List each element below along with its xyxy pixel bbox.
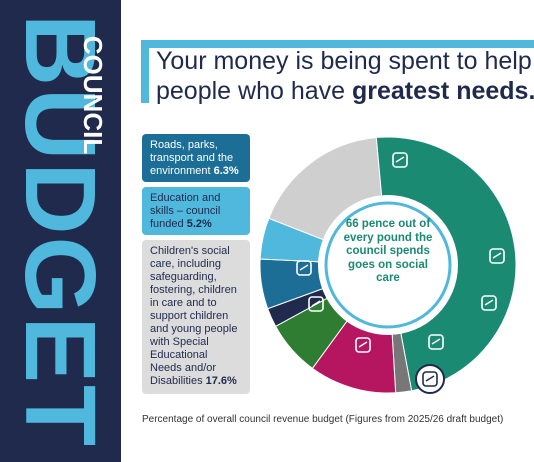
title-line-2: people who have greatest needs.: [156, 76, 534, 106]
title-accent-bar: [141, 40, 534, 103]
title-line-2-bold: greatest needs.: [351, 77, 534, 105]
road-icon: [296, 260, 312, 276]
title-line-2-regular: people who have: [156, 77, 352, 105]
legend-card-childrens-care: Children's social care, including safegu…: [142, 240, 250, 394]
legend-card-text: Children's social care, including safegu…: [150, 245, 238, 387]
donut-hole: [318, 195, 458, 335]
footnote: Percentage of overall council revenue bu…: [142, 414, 504, 425]
recycle-basket-icon: [428, 334, 444, 350]
books-icon: [489, 248, 505, 264]
sidebar: BUDGET COUNCIL: [0, 0, 121, 462]
graph-icon: [481, 295, 497, 311]
center-ring: [324, 201, 452, 329]
family-icon: [355, 337, 371, 353]
center-text: 66 pence out of every pound the council …: [343, 218, 433, 284]
legend-card-value: 17.6%: [205, 375, 237, 387]
graduate-icon: [308, 296, 324, 312]
heart-hand-icon: [392, 152, 408, 168]
legend-card-text: Education and skills – council funded: [150, 192, 221, 230]
legend-card-text: Roads, parks, transport and the environm…: [150, 139, 234, 177]
legend-card-education: Education and skills – council funded 5.…: [142, 187, 250, 235]
legend-card-roads: Roads, parks, transport and the environm…: [142, 134, 250, 182]
legend-card-value: 6.3%: [213, 165, 239, 177]
legend-card-value: 5.2%: [186, 218, 212, 230]
title-line-1: Your money is being spent to help: [156, 47, 532, 75]
city-icon: [415, 364, 445, 394]
page-title: Your money is being spent to help people…: [156, 46, 534, 106]
